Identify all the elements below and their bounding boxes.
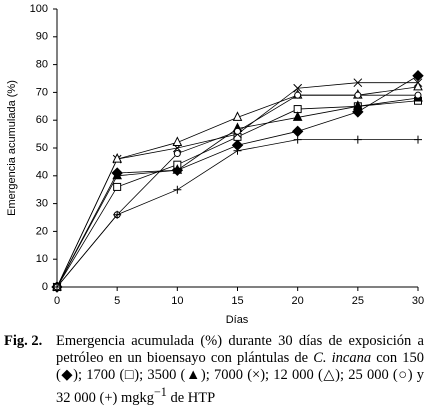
marker [172, 136, 183, 146]
marker [294, 91, 302, 99]
marker [414, 91, 422, 99]
marker [233, 146, 242, 155]
y-tick-label: 50 [36, 142, 48, 154]
marker [112, 153, 122, 163]
marker [232, 111, 243, 121]
marker [113, 182, 122, 191]
y-axis-label: Emergencia acumulada (%) [6, 80, 18, 216]
marker [412, 70, 424, 82]
x-tick-label: 5 [114, 295, 120, 307]
marker [112, 169, 122, 180]
marker [173, 150, 181, 158]
marker [293, 83, 303, 93]
x-tick-label: 30 [412, 295, 424, 307]
y-tick-label: 40 [36, 170, 48, 182]
caption-text: con 150 (◆); 1700 (□); 3500 (▲); 7000 (×… [56, 350, 424, 406]
y-tick-label: 100 [30, 3, 48, 15]
y-tick-label: 80 [36, 59, 48, 71]
caption-species: C. incana [313, 350, 372, 366]
chart: Emergencia acumulada (%) Días 0 10 20 30 40 5… [6, 3, 424, 326]
caption-text: de HTP [170, 389, 216, 406]
series-line [56, 139, 418, 288]
x-tick-label: 10 [171, 295, 183, 307]
y-tick-label: 70 [36, 86, 48, 98]
marker [414, 135, 422, 144]
y-tick-label: 60 [36, 114, 48, 126]
marker [291, 125, 304, 138]
marker [234, 127, 241, 135]
y-tick-label: 0 [42, 281, 48, 293]
y-tick-label: 30 [36, 198, 48, 210]
marker [173, 185, 182, 194]
caption-text: Emergencia acumulada (%) durante 30 días… [56, 333, 424, 366]
marker [113, 210, 122, 219]
x-tick-label: 25 [352, 295, 364, 307]
y-tick-label: 90 [36, 31, 48, 43]
series-line [56, 75, 419, 288]
marker [354, 91, 362, 99]
marker [172, 164, 183, 174]
caption: Fig. 2. Emergencia acumulada (%) durante … [4, 333, 424, 407]
marker [353, 100, 363, 110]
x-tick-label: 0 [54, 295, 60, 307]
caption-superscript: −1 [154, 385, 167, 399]
marker [353, 135, 362, 144]
marker [53, 283, 61, 291]
y-tick-label: 20 [36, 225, 48, 237]
marker [292, 111, 303, 121]
marker [413, 80, 423, 91]
marker [353, 78, 363, 88]
marker [293, 135, 302, 144]
x-tick-label: 20 [292, 295, 304, 307]
caption-label: Fig. 2. [4, 333, 43, 349]
x-tick-label: 15 [231, 295, 243, 307]
y-tick-label: 10 [36, 253, 48, 265]
x-axis-label: Días [226, 314, 249, 326]
